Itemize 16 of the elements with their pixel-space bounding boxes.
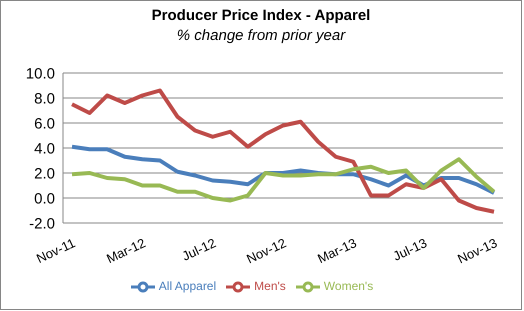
chart-title: Producer Price Index - Apparel	[150, 7, 372, 24]
y-tick-label: 10.0	[26, 65, 55, 82]
x-tick-label: Jul-13	[390, 235, 430, 264]
legend-label: All Apparel	[158, 279, 216, 294]
y-tick-label: 0.0	[34, 190, 55, 208]
line-series	[70, 88, 496, 214]
line-series	[70, 157, 496, 202]
y-tick-label: -2.0	[29, 215, 55, 232]
legend-label: Men's	[254, 279, 286, 294]
y-tick-label: 6.0	[34, 115, 55, 132]
legend-label: Women's	[324, 279, 374, 294]
chart-subtitle: % change from prior year	[176, 27, 347, 44]
y-tick-label: 8.0	[34, 90, 55, 108]
x-tick-label: Jul-12	[180, 235, 218, 264]
y-tick-label: 2.0	[34, 165, 55, 182]
y-tick-label: 4.0	[34, 140, 55, 158]
